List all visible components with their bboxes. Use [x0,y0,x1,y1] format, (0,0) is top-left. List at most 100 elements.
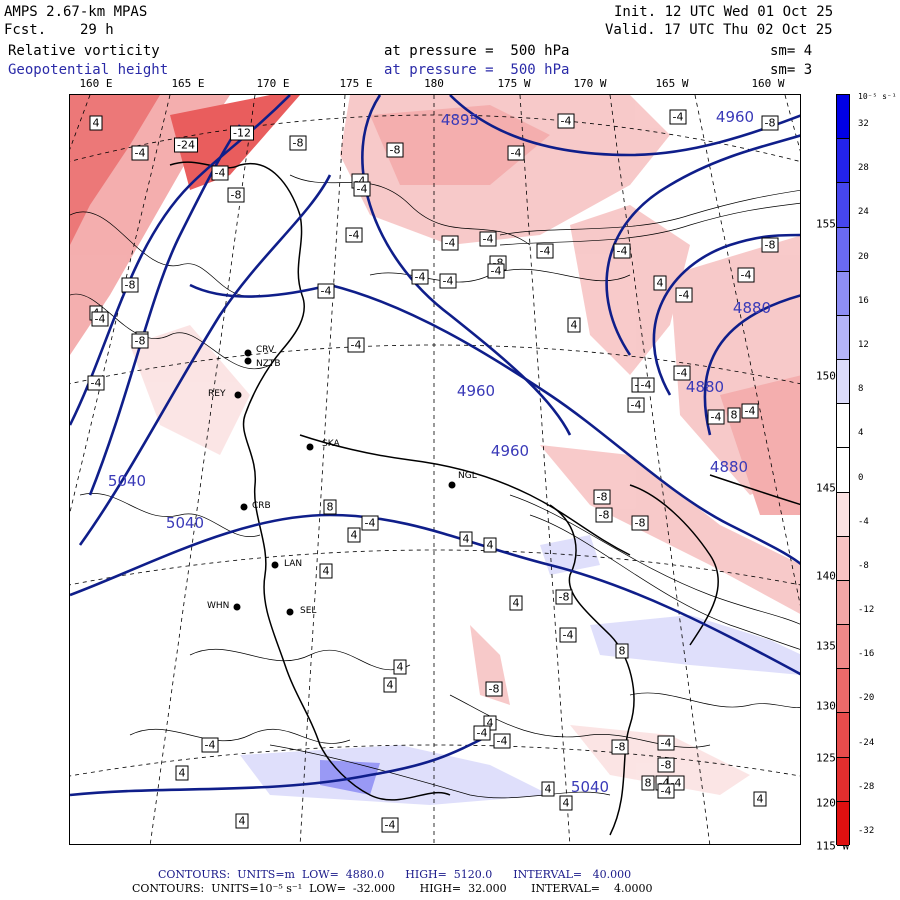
vorticity-contour-label: 4 [653,275,667,291]
vorticity-contour-label: 8 [323,499,337,515]
vorticity-contour-label: -4 [201,737,219,753]
vorticity-contour-label: 4 [483,537,497,553]
map-graphics [70,95,800,844]
vorticity-contour-label: -4 [657,783,675,799]
station-label: REY [208,389,226,399]
colorbar-swatch [837,95,849,140]
vorticity-contour-label: -4 [669,109,687,125]
vorticity-contour-label: -4 [361,515,379,531]
station-dot [240,503,248,511]
vorticity-contour-label: -4 [345,227,363,243]
vorticity-contour-label: -4 [657,735,675,751]
colorbar-tick-label: -24 [858,737,875,748]
vorticity-contour-label: 4 [541,781,555,797]
vorticity-contour-label: -4 [536,243,554,259]
vorticity-contour-label: 4 [319,563,333,579]
station-dot [233,603,241,611]
vorticity-contour-label: -4 [317,283,335,299]
height-contour-label: 4880 [709,458,749,476]
vorticity-contour-label: -4 [473,725,491,741]
vorticity-contour-label: -4 [131,145,149,161]
colorbar-swatch [837,536,849,581]
colorbar-swatch [837,669,849,714]
colorbar-swatch [837,227,849,272]
vorticity-contour-label: 4 [393,659,407,675]
longitude-label: 175 W [497,77,531,90]
vorticity-contour-label: -8 [555,589,573,605]
vorticity-contour-label: -4 [637,377,655,393]
vorticity-contour-label: 4 [753,791,767,807]
vorticity-contour-label: -8 [631,515,649,531]
longitude-label: 165 W [655,77,689,90]
vorticity-contour-label: -4 [211,165,229,181]
station-dot [244,349,252,357]
vorticity-contour-label: -4 [557,113,575,129]
colorbar-tick-label: -28 [858,781,875,792]
vorticity-contour-label: -8 [227,187,245,203]
vorticity-contour-label: -12 [230,125,254,141]
vorticity-contour-label: -4 [707,409,725,425]
field1-level: at pressure = 500 hPa [384,43,570,59]
longitude-label: 160 W [751,77,785,90]
colorbar-tick-label: 12 [858,339,869,350]
station-dot [448,481,456,489]
vorticity-contour-label: -4 [487,263,505,279]
colorbar-tick-label: -16 [858,649,875,660]
station-label: NZTB [256,359,281,369]
map-plot-area: 4895 4960 4880 4880 4880 4960 4960 5040 5040 5040… [69,94,801,845]
height-contour-label: 5040 [107,472,147,490]
vorticity-contour-label: -8 [657,757,675,773]
graticule [70,95,800,844]
vorticity-contour-label: -4 [479,231,497,247]
vorticity-contour-label: -4 [411,269,429,285]
station-label: CRV [256,345,275,355]
latitude-label: 115 W [816,839,850,853]
colorbar-tick-label: -8 [858,560,869,571]
vorticity-contour-label: -24 [174,137,198,153]
vorticity-contour-label: -8 [761,115,779,131]
colorbar-tick-label: 16 [858,295,869,306]
vorticity-contour-label: 8 [641,775,655,791]
longitude-label: 175 E [339,77,373,90]
vorticity-contour-label: -8 [131,333,149,349]
vorticity-contours [70,174,800,799]
field2-smoothing: sm= 3 [770,62,813,78]
colorbar-swatch [837,315,849,361]
height-contour-label: 4960 [490,442,530,460]
field1-smoothing: sm= 4 [770,43,813,59]
footer-vorticity-contours: CONTOURS: UNITS=10⁻⁵ s⁻¹ LOW= -32.000 HI… [132,882,653,895]
station-dot [286,608,294,616]
vorticity-contour-label: -4 [737,267,755,283]
vorticity-contour-label: -4 [87,375,105,391]
colorbar-swatch [837,492,849,537]
vorticity-contour-label: 4 [509,595,523,611]
vorticity-contour-label: -4 [91,311,109,327]
vorticity-contour-label: 8 [727,407,741,423]
colorbar-swatch [837,360,849,405]
colorbar-swatch [837,404,849,449]
longitude-label: 160 E [79,77,113,90]
vorticity-contour-label: -8 [595,507,613,523]
vorticity-contour-label: -4 [675,287,693,303]
vorticity-contour-label: 4 [567,317,581,333]
colorbar-tick-label: 28 [858,163,869,174]
field1-name: Relative vorticity [8,43,160,59]
vorticity-contour-label: -4 [673,365,691,381]
height-contour-label: 4880 [732,299,772,317]
height-contour-label: 4960 [456,382,496,400]
height-contour-label: 4960 [715,108,755,126]
vorticity-contour-label: -8 [611,739,629,755]
station-label: NGL [458,471,477,481]
vorticity-contour-label: 4 [175,765,189,781]
colorbar-unit: 10⁻⁵ s⁻¹ [858,92,897,101]
colorbar-swatch [837,448,849,493]
station-label: CRB [252,501,271,511]
longitude-label: 170 E [256,77,290,90]
longitude-label: 180 [424,77,444,90]
vorticity-contour-label: 4 [235,813,249,829]
vorticity-contour-label: -4 [559,627,577,643]
station-label: WHN [207,601,230,611]
vorticity-contour-label: -4 [613,243,631,259]
station-label: SEL [300,606,317,616]
station-label: LAN [284,559,303,569]
